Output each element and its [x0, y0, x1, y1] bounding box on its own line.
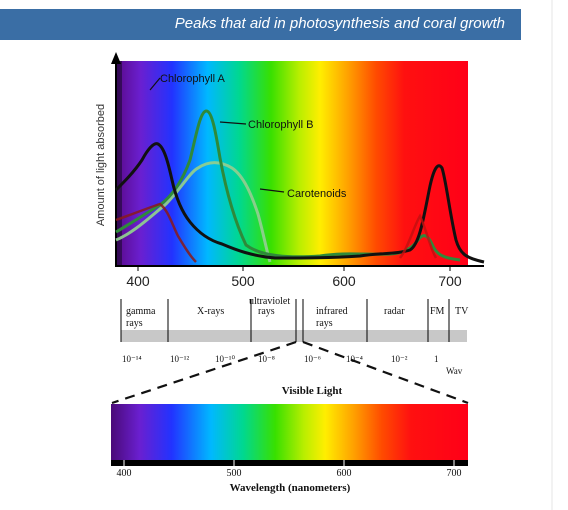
scale-label: 10⁻⁶: [304, 354, 321, 364]
chlorophyll-b-label: Chlorophyll B: [248, 119, 313, 131]
y-axis-label: Amount of light absorbed: [95, 104, 107, 226]
spectrum-tick-400: 400: [117, 468, 132, 479]
spectrum-tick-700: 700: [447, 468, 462, 479]
visible-light-label: Visible Light: [282, 385, 343, 397]
scale-label: 10⁻⁸: [258, 354, 275, 364]
zoom-line-left: [111, 340, 297, 405]
band-label-infrared: infrared: [316, 306, 348, 317]
banner-title: Peaks that aid in photosynthesis and cor…: [174, 15, 505, 32]
carotenoids-leader: [259, 188, 285, 193]
chlorophyll-b-leader: [219, 121, 247, 125]
scale-label: 10⁻¹⁰: [215, 354, 235, 364]
y-axis-arrow-icon: [111, 52, 121, 64]
chart-left-fringe: [116, 61, 122, 265]
accessory-curve-left: [115, 202, 197, 263]
band-label-xrays: X-rays: [197, 306, 224, 317]
chlorophyll-b-curve: [115, 109, 461, 262]
chlorophyll-a-leader: [149, 77, 161, 91]
chart-tick-700: 700: [438, 273, 462, 289]
title-banner: Peaks that aid in photosynthesis and cor…: [0, 9, 521, 40]
zoom-line-right: [302, 340, 469, 405]
spectrum-scale-ticks: [123, 460, 455, 466]
scale-label: 10⁻²: [391, 354, 408, 364]
spectrum-tick-600: 600: [337, 468, 352, 479]
spectrum-tick-500: 500: [227, 468, 242, 479]
accessory-curve-right: [398, 213, 438, 259]
chlorophyll-a-curve: [114, 142, 485, 264]
scale-label: 10⁻¹²: [170, 354, 189, 364]
spectrum-scale-bar: [111, 460, 468, 466]
chart-tick-400: 400: [126, 273, 150, 289]
scale-label: 10⁻⁴: [346, 354, 363, 364]
scale-label: 1: [434, 354, 439, 364]
visible-spectrum-bar: [111, 404, 468, 460]
chart-tick-500: 500: [231, 273, 255, 289]
band-label-tv: TV: [455, 306, 469, 317]
band-label-infrared-rays: rays: [316, 318, 333, 329]
band-label-ultraviolet-rays: rays: [258, 306, 275, 317]
band-label-radar: radar: [384, 306, 405, 317]
wavelength-axis-label: Wavelength (nanometers): [230, 482, 351, 494]
band-label-ultraviolet: ultraviolet: [249, 296, 290, 307]
chart-tick-600: 600: [332, 273, 356, 289]
carotenoids-label: Carotenoids: [287, 188, 347, 200]
band-label-gamma: gamma: [126, 306, 156, 317]
carotenoids-curve: [115, 161, 272, 263]
wave-label: Wav: [446, 366, 463, 376]
band-label-fm: FM: [430, 306, 445, 317]
scale-label: 10⁻¹⁴: [122, 354, 142, 364]
band-label-gamma-rays: rays: [126, 318, 143, 329]
chlorophyll-a-label: Chlorophyll A: [160, 73, 225, 85]
em-spectrum-bar: [121, 330, 467, 342]
x-axis-ticks: [137, 266, 451, 271]
